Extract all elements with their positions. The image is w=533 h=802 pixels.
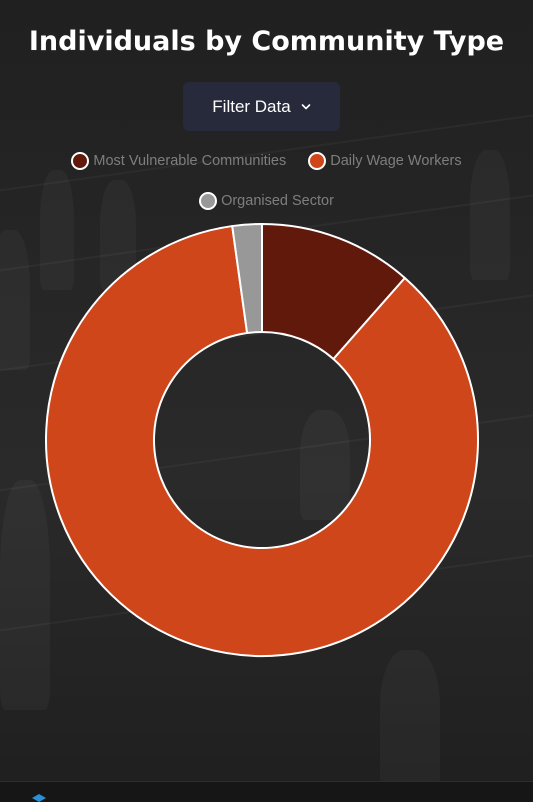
legend-swatch: [199, 192, 218, 210]
logo-icon: [32, 794, 46, 802]
legend-label: Organised Sector: [221, 193, 334, 209]
filter-data-button[interactable]: Filter Data: [183, 82, 340, 131]
legend-label: Daily Wage Workers: [330, 153, 462, 169]
chart-title: Individuals by Community Type: [28, 26, 505, 57]
chevron-down-icon: [301, 103, 311, 109]
legend-item-organised-sector[interactable]: Organised Sector: [199, 192, 334, 210]
filter-data-label: Filter Data: [212, 96, 291, 116]
slice-organised-sector[interactable]: [231, 223, 263, 335]
slice-daily-wage-workers[interactable]: [45, 225, 479, 657]
legend-swatch: [71, 152, 90, 170]
chart-legend: Most Vulnerable Communities Daily Wage W…: [0, 152, 533, 170]
legend-swatch: [308, 152, 327, 170]
chart-legend-row-2: Organised Sector: [0, 192, 533, 210]
footer-bar: [0, 781, 533, 802]
legend-item-most-vulnerable-communities[interactable]: Most Vulnerable Communities: [71, 152, 286, 170]
legend-label: Most Vulnerable Communities: [93, 153, 287, 169]
legend-item-daily-wage-workers[interactable]: Daily Wage Workers: [308, 152, 462, 170]
